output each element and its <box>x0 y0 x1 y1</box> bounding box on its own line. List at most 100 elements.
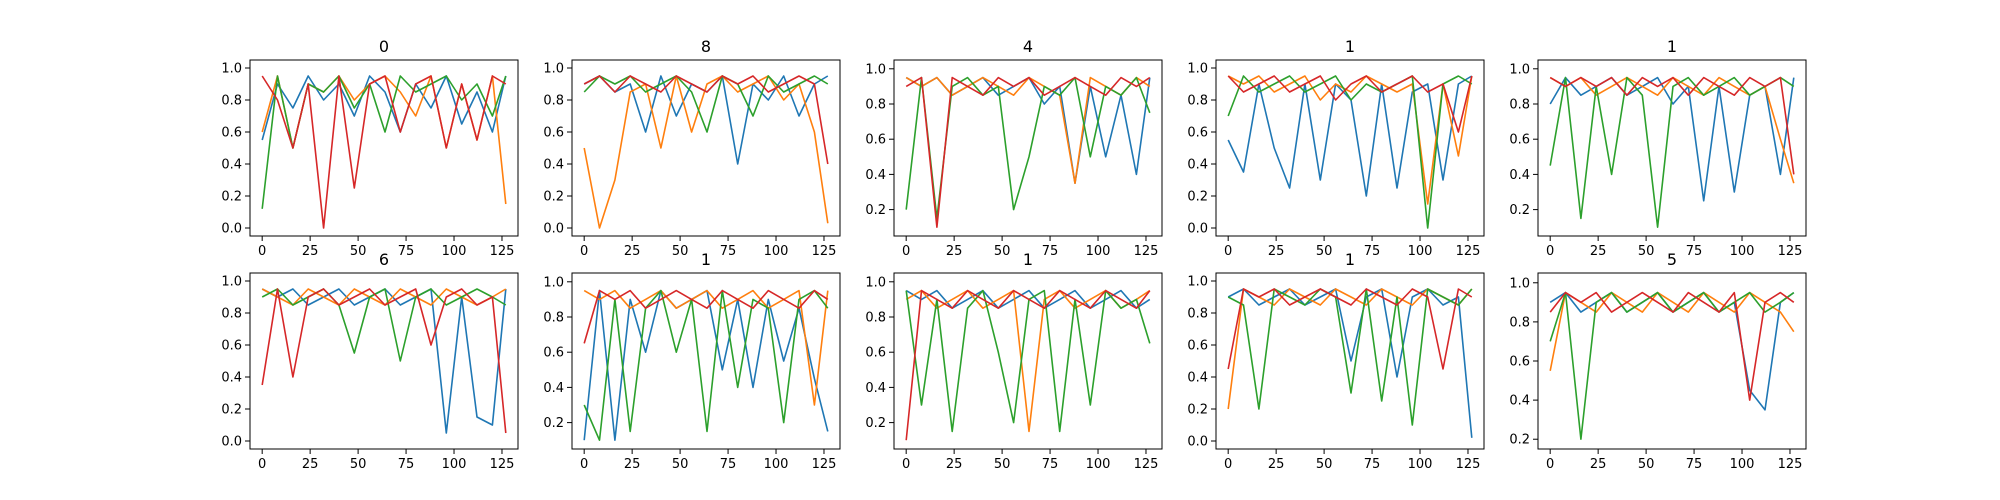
axes-frame <box>1537 272 1807 450</box>
y-tick-label: 0.8 <box>1509 315 1530 330</box>
y-tick-label: 0.2 <box>221 190 242 205</box>
y-tick-label: 0.6 <box>543 126 564 141</box>
x-tick-label: 125 <box>490 457 515 472</box>
x-tick-label: 100 <box>1408 244 1433 259</box>
series-line <box>583 75 829 133</box>
y-tick-label: 1.0 <box>1187 275 1208 290</box>
x-tick-label: 100 <box>764 457 789 472</box>
x-tick-label: 25 <box>946 244 963 259</box>
y-tick-label: 0.2 <box>221 403 242 418</box>
series-line <box>583 289 829 344</box>
x-tick-label: 125 <box>1456 244 1481 259</box>
y-tick-label: 0.4 <box>865 381 886 396</box>
y-tick-label: 1.0 <box>1187 62 1208 77</box>
y-tick-label: 0.2 <box>865 203 886 218</box>
x-tick-label: 50 <box>1638 457 1655 472</box>
x-tick-label: 125 <box>1778 457 1803 472</box>
subplot-panel: 8 0 25 50 75 100 125 0.0 0.2 0.4 0.6 0.8 1.0 <box>543 37 841 259</box>
panel-title: 6 <box>379 250 389 269</box>
series-line <box>1549 76 1795 175</box>
series-line <box>583 75 829 229</box>
y-tick-label: 0.2 <box>1187 190 1208 205</box>
x-tick-label: 0 <box>258 244 266 259</box>
subplot-panel: 4 0 25 50 75 100 125 0.2 0.4 0.6 0.8 1.0 <box>865 37 1163 259</box>
x-tick-label: 0 <box>258 457 266 472</box>
series-line <box>905 289 1151 441</box>
y-tick-label: 0.2 <box>865 416 886 431</box>
y-tick-label: 1.0 <box>221 275 242 290</box>
x-tick-label: 75 <box>720 457 737 472</box>
x-tick-label: 25 <box>1268 244 1285 259</box>
subplot-panel: 1 0 25 50 75 100 125 0.2 0.4 0.6 0.8 1.0 <box>543 250 841 472</box>
x-tick-label: 75 <box>720 244 737 259</box>
x-tick-label: 75 <box>1364 457 1381 472</box>
y-tick-label: 1.0 <box>865 275 886 290</box>
series-line <box>1549 291 1795 371</box>
x-tick-label: 50 <box>672 457 689 472</box>
y-tick-label: 0.8 <box>543 311 564 326</box>
y-tick-label: 0.8 <box>221 94 242 109</box>
subplot-panel: 1 0 25 50 75 100 125 0.2 0.4 0.6 0.8 1.0 <box>865 250 1163 472</box>
y-tick-label: 0.4 <box>1187 371 1208 386</box>
panel-title: 1 <box>1345 37 1355 56</box>
panel-title: 8 <box>701 37 711 56</box>
x-tick-label: 75 <box>398 244 415 259</box>
series-line <box>583 289 829 406</box>
y-tick-label: 0.8 <box>543 94 564 109</box>
subplot-panel: 1 0 25 50 75 100 125 0.0 0.2 0.4 0.6 0.8 1.0 <box>1187 37 1485 259</box>
y-tick-label: 0.4 <box>865 168 886 183</box>
y-tick-label: 0.6 <box>1187 339 1208 354</box>
x-tick-label: 100 <box>764 244 789 259</box>
y-tick-label: 0.0 <box>1187 435 1208 450</box>
x-tick-label: 100 <box>1730 457 1755 472</box>
panel-title: 1 <box>1667 37 1677 56</box>
y-tick-label: 0.4 <box>1509 168 1530 183</box>
x-tick-label: 0 <box>902 244 910 259</box>
x-tick-label: 25 <box>624 244 641 259</box>
series-line <box>1227 288 1473 438</box>
panel-title: 4 <box>1023 37 1033 56</box>
y-tick-label: 0.8 <box>1509 98 1530 113</box>
x-tick-label: 100 <box>442 457 467 472</box>
x-tick-label: 0 <box>1546 457 1554 472</box>
x-tick-label: 100 <box>442 244 467 259</box>
x-tick-label: 50 <box>994 457 1011 472</box>
x-tick-label: 125 <box>1134 244 1159 259</box>
y-tick-label: 0.4 <box>221 371 242 386</box>
x-tick-label: 125 <box>1134 457 1159 472</box>
x-tick-label: 0 <box>902 457 910 472</box>
panel-title: 1 <box>701 250 711 269</box>
y-tick-label: 1.0 <box>1509 62 1530 77</box>
x-tick-label: 125 <box>490 244 515 259</box>
y-tick-label: 0.6 <box>1509 355 1530 370</box>
y-tick-label: 0.2 <box>543 416 564 431</box>
y-tick-label: 0.2 <box>543 190 564 205</box>
subplot-panel: 1 0 25 50 75 100 125 0.0 0.2 0.4 0.6 0.8 1.0 <box>1187 250 1485 472</box>
x-tick-label: 0 <box>580 244 588 259</box>
x-tick-label: 75 <box>1686 457 1703 472</box>
x-tick-label: 75 <box>398 457 415 472</box>
x-tick-label: 100 <box>1086 457 1111 472</box>
x-tick-label: 125 <box>812 457 837 472</box>
x-tick-label: 50 <box>350 244 367 259</box>
series-line <box>1549 291 1795 401</box>
y-tick-label: 0.8 <box>865 311 886 326</box>
x-tick-label: 0 <box>1546 244 1554 259</box>
x-tick-label: 50 <box>350 457 367 472</box>
y-tick-label: 0.2 <box>1509 433 1530 448</box>
x-tick-label: 25 <box>946 457 963 472</box>
x-tick-label: 25 <box>1590 457 1607 472</box>
panel-title: 1 <box>1023 250 1033 269</box>
y-tick-label: 0.2 <box>1187 403 1208 418</box>
axes-frame <box>893 59 1163 237</box>
y-tick-label: 0.0 <box>221 222 242 237</box>
panel-title: 5 <box>1667 250 1677 269</box>
x-tick-label: 25 <box>624 457 641 472</box>
y-tick-label: 1.0 <box>221 62 242 77</box>
series-line <box>261 288 507 434</box>
y-tick-label: 0.8 <box>1187 307 1208 322</box>
x-tick-label: 25 <box>1590 244 1607 259</box>
series-line <box>1227 75 1473 229</box>
